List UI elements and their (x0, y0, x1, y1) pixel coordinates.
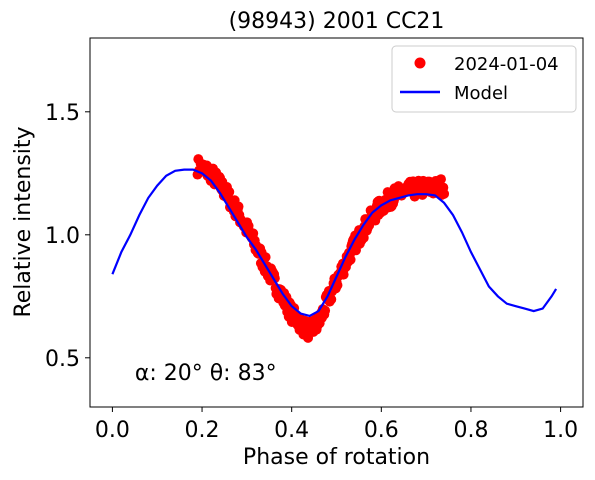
observation-point (435, 174, 446, 185)
y-axis-label: Relative intensity (11, 126, 36, 317)
observation-point (233, 201, 244, 212)
observation-point (439, 188, 450, 199)
chart-title: (98943) 2001 CC21 (229, 9, 445, 34)
x-tick-label: 1.0 (543, 418, 578, 443)
legend-observation-marker (414, 57, 426, 69)
legend-observation-label: 2024-01-04 (454, 54, 559, 75)
x-tick-label: 0.8 (453, 418, 488, 443)
model-curve-layer (111, 168, 558, 318)
y-axis: 0.5 1.0 1.5 (45, 101, 90, 372)
x-axis: 0.0 0.2 0.4 0.6 0.8 1.0 (95, 407, 578, 443)
y-tick-label: 1.5 (45, 101, 80, 126)
observation-point (224, 186, 235, 197)
angle-annotation: α: 20° θ: 83° (135, 361, 277, 386)
legend: 2024-01-04 Model (391, 45, 577, 113)
observation-point (345, 254, 356, 265)
x-tick-label: 0.6 (364, 418, 399, 443)
observation-point (320, 305, 331, 316)
legend-model-label: Model (454, 83, 508, 104)
x-tick-label: 0.2 (185, 418, 220, 443)
x-axis-label: Phase of rotation (243, 445, 430, 470)
x-tick-label: 0.4 (274, 418, 309, 443)
legend-box (391, 45, 577, 113)
x-tick-label: 0.0 (95, 418, 130, 443)
model-curve (111, 168, 558, 318)
y-tick-label: 0.5 (45, 347, 80, 372)
y-tick-label: 1.0 (45, 224, 80, 249)
observation-points (192, 154, 450, 343)
plot-area-frame (89, 37, 584, 408)
observation-point (326, 294, 337, 305)
observation-point (332, 280, 343, 291)
